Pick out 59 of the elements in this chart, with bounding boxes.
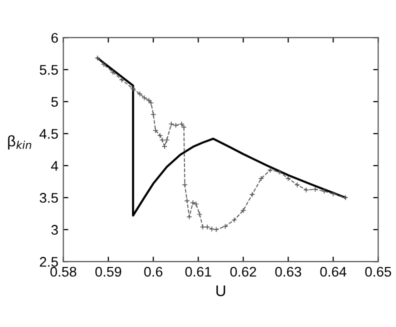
x-tick-label: 0.61	[185, 266, 212, 277]
x-tick-label: 0.62	[230, 266, 256, 277]
point	[294, 182, 300, 188]
point	[162, 144, 168, 150]
x-tick-label: 0.59	[95, 266, 122, 277]
point	[204, 224, 210, 230]
y-tick-label: 4	[51, 161, 58, 171]
point	[146, 97, 152, 104]
point	[213, 226, 220, 232]
point	[172, 122, 179, 128]
x-axis-title: U	[216, 286, 226, 296]
point	[222, 224, 228, 230]
point	[178, 121, 184, 127]
point	[152, 128, 158, 134]
point	[168, 121, 174, 127]
point	[303, 187, 310, 193]
y-tick-label: 2.5	[40, 256, 58, 267]
y-tick-label: 5	[51, 97, 58, 107]
point	[136, 91, 143, 97]
point	[321, 188, 328, 194]
x-tick-label: 0.64	[320, 266, 346, 277]
point	[159, 137, 166, 143]
point	[193, 201, 199, 207]
point	[276, 169, 282, 175]
point	[157, 132, 163, 138]
y-axis-title: β$_{kin}$	[8, 135, 32, 150]
point	[150, 112, 156, 118]
y-tick-label: 4.5	[40, 129, 58, 139]
y-tick-label: 5.5	[40, 65, 58, 75]
point	[100, 62, 107, 68]
point	[342, 194, 348, 200]
point	[110, 69, 116, 76]
point	[141, 94, 148, 101]
y-tick-label: 3	[51, 224, 58, 235]
x-tick-label: 0.63	[275, 266, 302, 277]
point	[184, 198, 190, 204]
point	[312, 186, 318, 192]
point	[267, 167, 274, 173]
point	[186, 214, 192, 220]
point	[94, 55, 100, 61]
point	[240, 208, 246, 214]
y-tick-label: 3.5	[40, 192, 58, 203]
point	[285, 176, 292, 182]
point	[164, 137, 170, 143]
point	[258, 176, 264, 182]
y-tick-label: 6	[51, 32, 58, 43]
point	[148, 100, 154, 106]
point	[249, 192, 256, 198]
point	[118, 76, 125, 83]
x-tick-label: 0.65	[365, 266, 392, 277]
point	[196, 211, 202, 218]
x-tick-label: 0.58	[50, 266, 76, 277]
x-tick-label: 0.6	[144, 266, 162, 277]
point	[190, 200, 196, 206]
point	[130, 86, 136, 92]
point	[330, 190, 336, 197]
point	[182, 182, 188, 188]
point	[231, 217, 238, 223]
point	[208, 226, 215, 232]
